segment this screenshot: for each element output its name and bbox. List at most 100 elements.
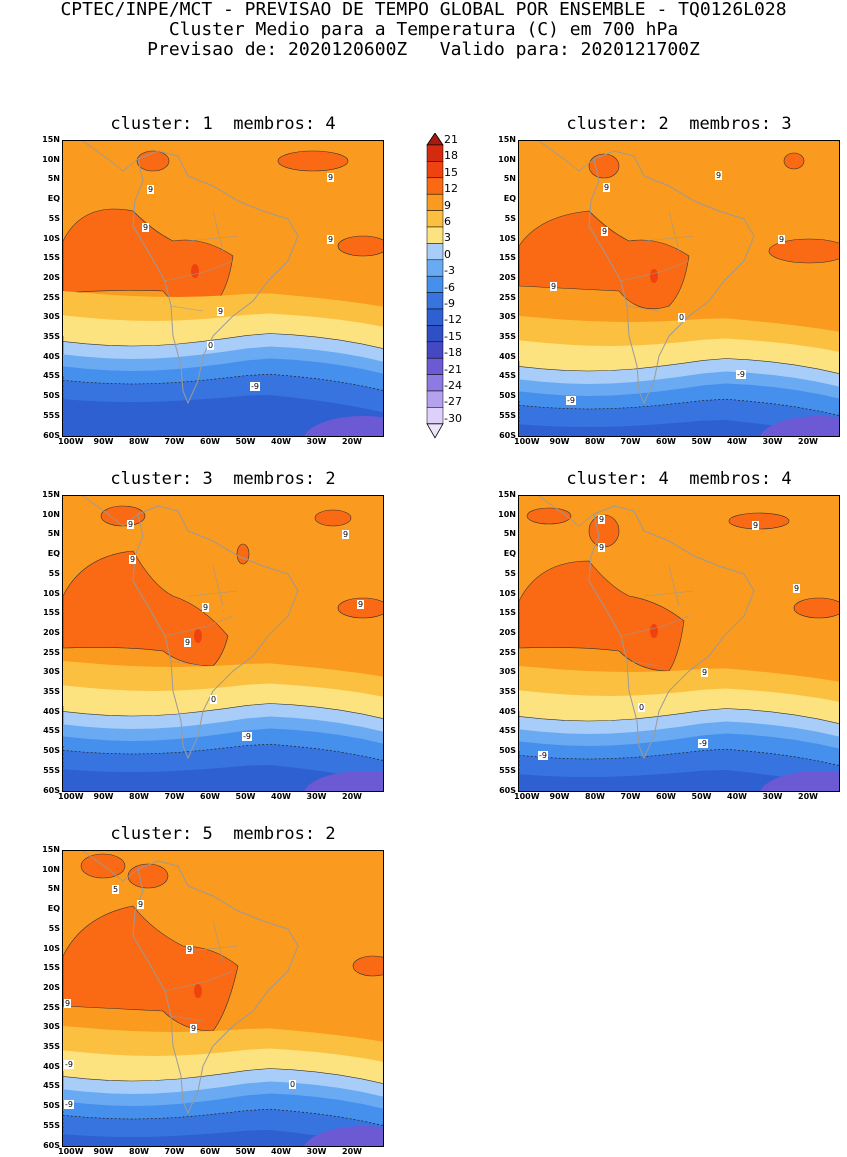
map-panel-2 (518, 140, 840, 437)
lat-tick-label: 10N (42, 509, 60, 519)
colorbar-swatch (426, 308, 444, 326)
lat-tick-label: 10N (498, 154, 516, 164)
lon-tick-label: 20W (342, 792, 362, 801)
warm-blob (768, 238, 839, 264)
lon-tick-label: 30W (762, 792, 783, 801)
lat-tick-label: 30S (43, 667, 60, 677)
lon-tick-label: 30W (306, 792, 327, 801)
lat-tick-label: 15S (43, 608, 60, 618)
panel-5-title: cluster: 5 membros: 2 (110, 824, 336, 844)
lat-tick-label: 50S (43, 746, 60, 756)
lat-tick-label: 15N (498, 135, 516, 144)
map-svg-3 (63, 496, 383, 791)
lat-tick-label: 15N (42, 845, 60, 854)
band-m12 (519, 770, 839, 791)
colorbar-swatch (426, 341, 444, 359)
contour-label: 0 (210, 695, 218, 704)
lat-tick-label: 10S (43, 233, 60, 243)
lon-tick-label: 70W (164, 792, 185, 801)
lat-tick-label: 15S (499, 608, 516, 618)
lon-tick-label: 20W (798, 792, 818, 801)
lat-tick-label: 5N (47, 174, 60, 184)
lon-tick-label: 90W (93, 1147, 114, 1156)
south-america-outline (132, 505, 299, 760)
lon-tick-label: 60W (656, 437, 676, 446)
lat-tick-label: 25S (499, 647, 516, 657)
colorbar-label: -12 (444, 313, 462, 327)
header-subtitle: Cluster Medio para a Temperatura (C) em … (168, 19, 679, 40)
warm-blob (314, 509, 352, 527)
contour-label: 9 (357, 600, 365, 609)
lon-tick-label: 20W (798, 437, 818, 446)
header-dates: Previsao de: 2020120600Z Valido para: 20… (147, 39, 700, 60)
contour-m9 (519, 748, 839, 791)
lat-tick-label: 40S (43, 706, 60, 716)
colorbar-label: 15 (444, 165, 458, 179)
country-borders (620, 565, 695, 667)
lon-tick-label: 60W (656, 792, 676, 801)
lat-tick-label: 25S (43, 1002, 60, 1012)
contour-label: 9 (598, 543, 606, 552)
lat-tick-label: 55S (43, 1120, 60, 1130)
colorbar-label: 18 (444, 149, 458, 163)
colorbar-label: -18 (444, 346, 462, 360)
lon-tick-label: 100W (58, 1147, 84, 1156)
country-borders (164, 565, 239, 667)
lat-tick-label: 5N (503, 529, 516, 539)
lat-tick-label: 30S (43, 312, 60, 322)
colorbar-swatch (426, 325, 444, 343)
lat-tick-label: 50S (43, 391, 60, 401)
lat-tick-label: EQ (503, 549, 516, 559)
colorbar-swatch (426, 210, 444, 228)
lat-tick-label: 10S (43, 943, 60, 953)
lat-tick-label: 55S (499, 765, 516, 775)
contour-m9 (63, 1108, 383, 1146)
lat-tick-label: 5N (47, 884, 60, 894)
south-america-outline (588, 150, 755, 405)
panel-3-title: cluster: 3 membros: 2 (110, 469, 336, 489)
south-america-outline (132, 150, 299, 405)
cold-core (304, 416, 383, 436)
lat-tick-label: 25S (43, 647, 60, 657)
lat-tick-label: 30S (43, 1022, 60, 1032)
central-america-outline (82, 141, 139, 172)
lon-tick-label: 100W (58, 437, 84, 446)
lat-tick-label: 45S (43, 1081, 60, 1091)
lat-tick-label: 10N (498, 509, 516, 519)
lat-tick-label: 55S (43, 410, 60, 420)
country-borders (164, 920, 239, 1022)
colorbar-swatch (426, 374, 444, 392)
lat-tick-label: 45S (499, 726, 516, 736)
lon-tick-label: 50W (691, 437, 712, 446)
lat-tick-label: EQ (47, 194, 60, 204)
colorbar-label: 9 (444, 198, 451, 212)
colorbar-label: 0 (444, 247, 451, 261)
lon-tick-label: 40W (727, 437, 747, 446)
contour-label: 9 (603, 183, 611, 192)
lon-tick-label: 70W (164, 437, 185, 446)
lon-tick-label: 90W (549, 437, 570, 446)
lon-tick-label: 80W (129, 1147, 149, 1156)
lat-tick-label: 35S (499, 332, 516, 341)
band-m12 (63, 395, 383, 436)
lat-tick-label: 45S (43, 726, 60, 736)
lat-tick-label: 45S (499, 371, 516, 381)
lon-tick-label: 50W (235, 792, 256, 801)
lon-tick-label: 50W (235, 437, 256, 446)
colorbar-swatch (426, 144, 444, 162)
contour-label: 9 (127, 520, 135, 529)
warm-blob (127, 863, 169, 889)
lat-tick-label: 60S (43, 785, 60, 795)
contour-label: 5 (112, 885, 120, 894)
warm-blob (588, 153, 620, 179)
warm-blob (526, 507, 572, 525)
colorbar-swatch (426, 226, 444, 244)
lon-tick-label: 30W (762, 437, 783, 446)
colorbar-label: -15 (444, 329, 462, 343)
hot-core (650, 269, 658, 283)
lon-tick-label: 60W (200, 1147, 220, 1156)
lat-tick-label: 15N (42, 490, 60, 499)
lat-tick-label: 60S (499, 785, 516, 795)
map-panel-3 (62, 495, 384, 792)
panel-4-title: cluster: 4 membros: 4 (566, 469, 792, 489)
